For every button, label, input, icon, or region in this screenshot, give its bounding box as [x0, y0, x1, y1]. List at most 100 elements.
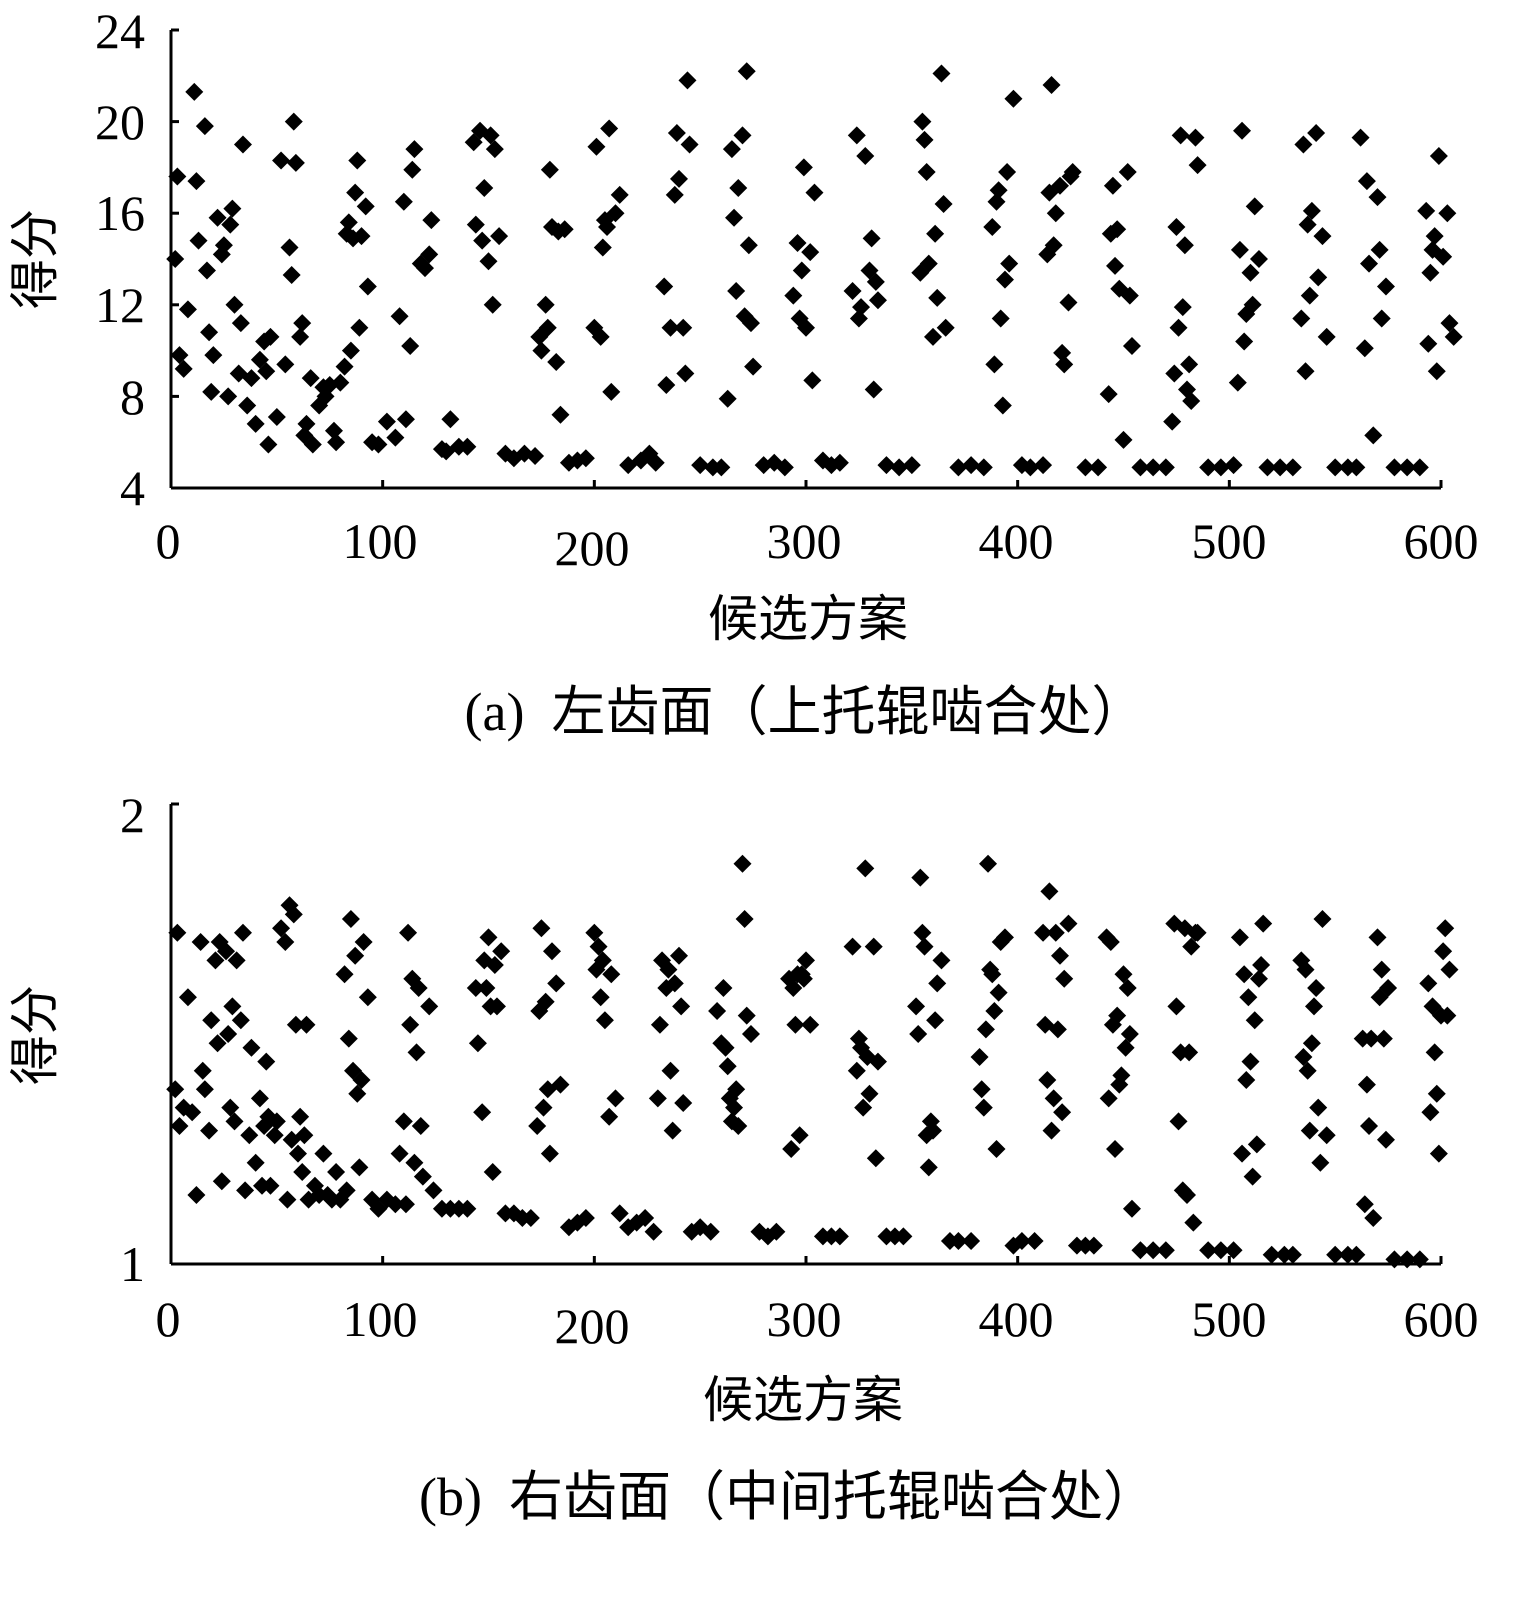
x-tick-label: 300: [767, 1291, 842, 1347]
data-point: [424, 1181, 443, 1200]
data-point: [1076, 458, 1095, 477]
data-point: [297, 1015, 316, 1034]
data-point: [1419, 334, 1438, 353]
data-point: [348, 151, 367, 170]
data-point: [223, 199, 242, 218]
data-point: [1004, 89, 1023, 108]
data-point: [985, 1002, 1004, 1020]
data-point: [591, 988, 610, 1007]
data-point: [293, 1163, 312, 1181]
data-point: [797, 951, 815, 970]
chart-panel-a: 4 8 12 16 20 24 0 100 200 300 400 500 60…: [7, 3, 1479, 742]
data-point: [868, 1052, 887, 1071]
data-point: [782, 1140, 801, 1158]
data-point: [496, 444, 515, 463]
data-point: [1434, 942, 1453, 961]
data-point: [208, 208, 227, 227]
data-point: [485, 140, 504, 159]
data-point: [1245, 197, 1264, 216]
data-point: [350, 1158, 369, 1177]
data-point: [1421, 263, 1440, 282]
data-point: [1360, 1117, 1379, 1135]
data-point: [909, 1025, 928, 1043]
data-point: [1101, 933, 1120, 951]
data-point: [212, 1172, 231, 1191]
data-point: [1169, 1112, 1188, 1131]
data-point: [1243, 1167, 1262, 1186]
data-point: [847, 1061, 866, 1080]
data-point: [233, 135, 252, 154]
data-point: [1347, 1245, 1366, 1264]
data-point: [350, 318, 369, 337]
data-point: [1421, 1103, 1440, 1122]
data-point: [1368, 188, 1387, 207]
data-point: [924, 327, 942, 346]
data-point: [487, 997, 506, 1016]
data-point: [272, 919, 291, 938]
data-point: [1103, 176, 1122, 195]
data-point: [1307, 124, 1326, 143]
data-point: [403, 160, 422, 179]
data-point: [890, 458, 909, 477]
data-point: [877, 456, 896, 475]
data-point: [492, 942, 511, 961]
data-point: [276, 933, 295, 951]
data-point: [644, 1222, 663, 1241]
data-point: [483, 295, 502, 314]
data-point: [390, 307, 409, 326]
data-point: [267, 1112, 286, 1131]
data-point: [674, 318, 693, 337]
data-point: [915, 130, 934, 149]
data-point: [178, 988, 197, 1007]
data-point: [843, 282, 862, 301]
data-point: [475, 179, 494, 198]
data-point: [341, 910, 360, 928]
data-point: [1298, 1061, 1317, 1080]
data-point: [413, 1167, 432, 1186]
data-point: [591, 327, 610, 346]
y-tick-label: 1: [120, 1236, 145, 1292]
data-point: [1169, 318, 1188, 337]
data-point: [934, 195, 953, 214]
x-tick-labels: 0 100 200 300 400 500 600: [156, 513, 1479, 576]
data-point: [987, 1140, 1006, 1158]
data-point: [297, 414, 316, 433]
data-point: [1302, 201, 1321, 220]
data-point: [1425, 227, 1444, 246]
data-point: [1025, 1232, 1044, 1250]
data-point: [193, 1061, 212, 1080]
data-point: [949, 458, 968, 477]
data-point: [202, 1011, 221, 1030]
data-point: [725, 1098, 744, 1117]
data-point: [1167, 997, 1186, 1016]
data-point: [1163, 412, 1182, 431]
data-point: [219, 387, 238, 406]
data-point: [1042, 1121, 1061, 1140]
data-point: [979, 854, 998, 873]
data-point: [1171, 126, 1190, 145]
data-point: [1372, 309, 1391, 328]
data-point: [830, 1227, 849, 1246]
data-point: [1440, 960, 1459, 979]
data-point: [860, 1084, 879, 1103]
data-point: [928, 974, 947, 993]
data-point: [1053, 343, 1072, 362]
x-tick-label: 200: [555, 1298, 630, 1354]
data-point: [989, 181, 1008, 200]
data-point: [1419, 974, 1438, 993]
data-point: [1252, 956, 1271, 974]
data-point: [610, 185, 629, 204]
data-point: [672, 997, 691, 1016]
data-point: [1122, 337, 1141, 356]
data-point: [1271, 458, 1290, 477]
data-point: [1258, 458, 1277, 477]
data-point: [1241, 263, 1260, 282]
data-point: [1114, 965, 1133, 984]
data-point: [1309, 1098, 1328, 1117]
data-point: [236, 1181, 255, 1200]
data-point: [1182, 391, 1201, 410]
data-point: [1444, 327, 1463, 346]
data-point: [1241, 1052, 1260, 1071]
data-point: [386, 428, 405, 447]
data-point: [231, 314, 250, 333]
